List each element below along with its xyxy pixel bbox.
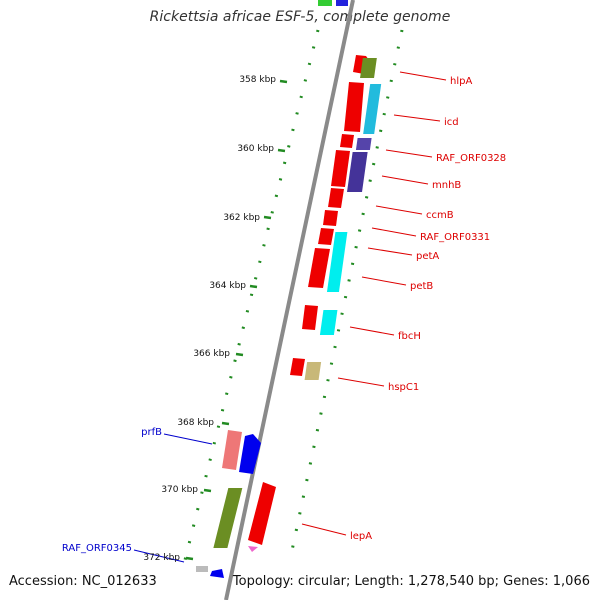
gene-label-fbcH: fbcH <box>398 331 421 342</box>
small-pink-feature <box>248 546 258 552</box>
ccmB-arrow-red <box>328 188 344 208</box>
icd-box-cyan <box>363 84 382 134</box>
mnhB-box <box>347 152 368 192</box>
gene-label-raf-orf0331: RAF_ORF0331 <box>420 232 490 243</box>
gene-label-icd: icd <box>444 117 459 128</box>
hspC1-arrow-red <box>290 358 305 376</box>
gene-label-ccmB: ccmB <box>426 210 454 221</box>
tick-label: 364 kbp <box>209 281 246 291</box>
hlpA-box <box>360 58 377 78</box>
tick-label: 360 kbp <box>237 144 274 154</box>
tick-label: 368 kbp <box>177 418 214 428</box>
gene-label-raf-orf0345: RAF_ORF0345 <box>62 543 132 554</box>
lepA-arrow-red <box>248 482 276 545</box>
gene-label-petA: petA <box>416 251 439 262</box>
gene-label-mnhB: mnhB <box>432 180 461 191</box>
gene-label-hspC1: hspC1 <box>388 382 419 393</box>
lepA-box-green <box>213 488 243 548</box>
tick-label: 366 kbp <box>193 349 230 359</box>
accession-text: Accession: NC_012633 <box>9 574 157 589</box>
topology-text: Topology: circular; Length: 1,278,540 bp… <box>232 574 590 589</box>
gene-label-lepA: lepA <box>350 531 372 542</box>
inner-dotted-ring <box>183 29 320 561</box>
genome-backbone <box>224 0 355 600</box>
icd-arrow-red <box>344 82 364 132</box>
tick-label: 358 kbp <box>239 75 276 85</box>
orf0328-arrow-red <box>340 134 354 148</box>
orf0331-arrow-red <box>323 210 338 226</box>
gene-label-hlpA: hlpA <box>450 76 472 87</box>
prfB-arrow-blue <box>239 434 261 474</box>
tick-label: 372 kbp <box>143 553 180 563</box>
gene-label-prfB: prfB <box>141 427 162 438</box>
hspC1-box <box>304 362 322 380</box>
fbcH-arrow-red <box>302 305 318 330</box>
feature-top-blue <box>336 0 348 6</box>
forward-label-connectors <box>301 71 447 536</box>
petA-box-cyan <box>326 232 348 292</box>
tick-label: 362 kbp <box>223 213 260 223</box>
gene-label-petB: petB <box>410 281 433 292</box>
mnhB-arrow-red <box>331 150 350 187</box>
feature-top-green <box>318 0 332 6</box>
tick-marks <box>185 79 288 561</box>
map-title: Rickettsia africae ESF-5, complete genom… <box>149 9 451 25</box>
petA-arrow-red <box>318 228 334 245</box>
orf0345-box-grey <box>196 566 208 572</box>
petB-arrow-red <box>308 248 330 288</box>
fbcH-box-cyan <box>319 310 338 335</box>
orf0328-box <box>355 138 372 150</box>
outer-dotted-ring <box>288 29 404 561</box>
orf0345-arrow-blue <box>210 569 224 578</box>
reverse-label-connectors <box>133 433 213 563</box>
prfB-box-pink <box>222 430 242 470</box>
gene-label-raf-orf0328: RAF_ORF0328 <box>436 153 506 164</box>
tick-label: 370 kbp <box>161 485 198 495</box>
